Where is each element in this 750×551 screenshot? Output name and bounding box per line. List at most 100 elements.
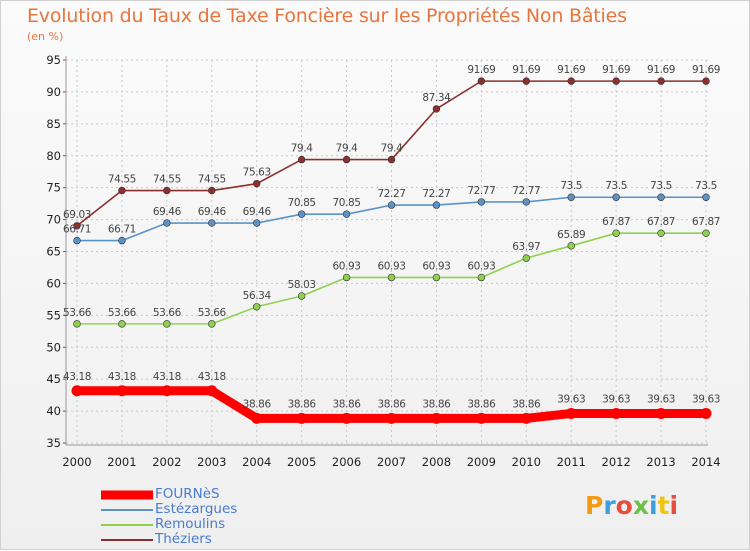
data-label: 74.55 bbox=[198, 174, 226, 186]
logo-letter: i bbox=[669, 491, 679, 520]
data-point bbox=[206, 385, 218, 397]
data-label: 38.86 bbox=[467, 398, 496, 410]
data-label: 79.4 bbox=[291, 143, 313, 155]
data-point bbox=[475, 412, 487, 424]
data-label: 60.93 bbox=[333, 260, 361, 272]
data-point bbox=[297, 292, 306, 300]
data-point bbox=[432, 273, 441, 282]
data-point bbox=[567, 242, 575, 250]
data-point bbox=[477, 273, 486, 282]
data-point bbox=[341, 412, 353, 424]
data-point bbox=[73, 236, 81, 245]
data-label: 69.46 bbox=[198, 206, 227, 218]
data-point bbox=[612, 229, 620, 237]
data-point bbox=[657, 77, 665, 85]
y-tick-label: 50 bbox=[46, 340, 61, 354]
data-point bbox=[118, 236, 126, 245]
data-point bbox=[612, 193, 620, 201]
data-point bbox=[700, 407, 712, 419]
data-label: 73.5 bbox=[605, 180, 627, 192]
data-point bbox=[73, 222, 81, 230]
data-label: 74.55 bbox=[153, 174, 181, 186]
data-label: 53.66 bbox=[198, 307, 227, 319]
x-tick-label: 2006 bbox=[332, 455, 361, 469]
x-tick-label: 2013 bbox=[646, 455, 675, 469]
data-point bbox=[116, 385, 128, 397]
data-label: 39.63 bbox=[647, 393, 675, 405]
y-tick-label: 80 bbox=[46, 149, 61, 163]
data-label: 43.18 bbox=[108, 371, 136, 383]
data-label: 43.18 bbox=[198, 371, 226, 383]
data-point bbox=[161, 385, 173, 397]
data-point bbox=[432, 105, 441, 113]
legend-swatch-remoulins bbox=[101, 523, 153, 526]
data-label: 66.71 bbox=[63, 224, 91, 236]
logo-letter: t bbox=[657, 491, 670, 520]
data-label: 91.69 bbox=[467, 64, 495, 76]
data-label: 74.55 bbox=[108, 174, 136, 186]
data-point bbox=[430, 412, 442, 424]
x-tick-label: 2001 bbox=[107, 455, 136, 469]
data-point bbox=[520, 412, 532, 424]
y-tick-label: 65 bbox=[46, 245, 61, 259]
legend-swatch-fournes bbox=[101, 490, 153, 499]
data-point bbox=[387, 273, 396, 282]
data-label: 91.69 bbox=[647, 64, 675, 76]
data-label: 65.89 bbox=[557, 229, 585, 241]
y-tick-label: 95 bbox=[46, 53, 61, 67]
data-point bbox=[387, 155, 396, 164]
data-label: 43.18 bbox=[63, 371, 91, 383]
legend-label-estezargues: Estézargues bbox=[155, 501, 238, 517]
data-point bbox=[702, 229, 710, 237]
data-point bbox=[118, 320, 126, 328]
y-tick-label: 90 bbox=[46, 85, 61, 99]
data-label: 70.85 bbox=[333, 197, 361, 209]
y-tick-label: 70 bbox=[46, 213, 61, 227]
data-point bbox=[657, 229, 665, 237]
x-tick-label: 2012 bbox=[602, 455, 631, 469]
logo-letter: P bbox=[585, 491, 604, 520]
data-point bbox=[657, 193, 665, 201]
logo-letter: x bbox=[632, 491, 649, 520]
data-point bbox=[163, 186, 171, 195]
data-point bbox=[253, 303, 261, 311]
legend-label-remoulins: Remoulins bbox=[155, 516, 226, 532]
data-point bbox=[567, 193, 575, 201]
data-point bbox=[342, 210, 351, 218]
logo-letter: i bbox=[649, 491, 658, 520]
data-label: 91.69 bbox=[512, 64, 540, 76]
y-tick-label: 45 bbox=[46, 372, 61, 386]
data-label: 63.97 bbox=[512, 241, 540, 253]
x-tick-label: 2007 bbox=[377, 455, 406, 469]
data-label: 53.66 bbox=[108, 307, 137, 319]
y-tick-label: 55 bbox=[46, 308, 61, 322]
data-label: 70.85 bbox=[288, 197, 316, 209]
data-point bbox=[163, 219, 171, 227]
data-point bbox=[73, 320, 81, 328]
data-label: 38.86 bbox=[333, 398, 362, 410]
data-point bbox=[251, 412, 263, 424]
data-point bbox=[342, 155, 351, 164]
legend-swatch-theziers bbox=[101, 538, 153, 541]
data-label: 72.77 bbox=[467, 185, 495, 197]
data-point bbox=[387, 201, 396, 209]
data-point bbox=[342, 273, 351, 282]
data-point bbox=[253, 179, 261, 188]
data-point bbox=[655, 407, 667, 419]
data-point bbox=[163, 320, 171, 328]
x-tick-label: 2005 bbox=[287, 455, 316, 469]
y-tick-label: 60 bbox=[46, 276, 61, 290]
data-label: 67.87 bbox=[647, 216, 675, 228]
data-point bbox=[702, 193, 710, 201]
data-label: 91.69 bbox=[557, 64, 585, 76]
data-label: 58.03 bbox=[288, 279, 316, 291]
x-tick-label: 2010 bbox=[512, 455, 541, 469]
y-tick-label: 40 bbox=[46, 404, 61, 418]
data-label: 69.46 bbox=[153, 206, 182, 218]
data-label: 60.93 bbox=[467, 260, 495, 272]
data-point bbox=[567, 77, 575, 85]
data-point bbox=[477, 198, 486, 206]
data-label: 39.63 bbox=[557, 393, 585, 405]
data-label: 60.93 bbox=[377, 260, 405, 272]
